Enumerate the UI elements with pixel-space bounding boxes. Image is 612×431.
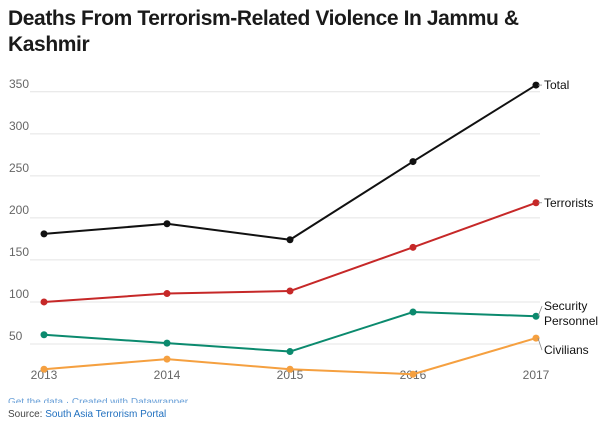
- data-point-total: [532, 81, 540, 89]
- x-tick-label: 2014: [154, 368, 181, 382]
- data-point-total: [40, 230, 48, 238]
- data-point-security-personnel: [409, 308, 417, 316]
- credits-link[interactable]: Get the data · Created with Datawrapper: [8, 398, 188, 403]
- y-tick-label: 200: [9, 203, 29, 217]
- data-point-terrorists: [532, 199, 540, 207]
- x-tick-label: 2013: [31, 368, 58, 382]
- chart-title: Deaths From Terrorism-Related Violence I…: [8, 7, 519, 56]
- y-tick-label: 300: [9, 119, 29, 133]
- x-tick-label: 2015: [277, 368, 304, 382]
- data-point-civilians: [532, 334, 540, 342]
- data-point-terrorists: [40, 298, 48, 306]
- label-connector-security-personnel: [537, 306, 543, 317]
- data-point-security-personnel: [532, 312, 540, 320]
- x-tick-label: 2017: [523, 368, 550, 382]
- data-point-civilians: [163, 355, 171, 363]
- y-tick-label: 50: [9, 329, 23, 343]
- data-point-security-personnel: [286, 348, 294, 356]
- data-point-total: [409, 158, 417, 166]
- source-link[interactable]: South Asia Terrorism Portal: [45, 409, 167, 420]
- series-label-civilians: Civilians: [544, 343, 589, 357]
- data-point-total: [286, 236, 294, 244]
- label-connector-civilians: [537, 337, 543, 351]
- data-point-total: [163, 220, 171, 228]
- data-point-security-personnel: [163, 339, 171, 347]
- data-point-security-personnel: [40, 331, 48, 339]
- y-tick-label: 100: [9, 287, 29, 301]
- series-line-total: [43, 84, 537, 241]
- source-line: Source: South Asia Terrorism Portal: [8, 409, 166, 420]
- data-point-civilians: [286, 365, 294, 373]
- series-label-total: Total: [544, 78, 569, 92]
- y-tick-label: 150: [9, 245, 29, 259]
- data-point-terrorists: [409, 243, 417, 251]
- source-label: Source:: [8, 409, 43, 420]
- series-label-terrorists: Terrorists: [544, 196, 593, 210]
- data-point-civilians: [40, 365, 48, 373]
- data-point-terrorists: [163, 290, 171, 298]
- y-tick-label: 250: [9, 161, 29, 175]
- series-line-security-personnel: [43, 311, 537, 353]
- data-point-civilians: [409, 370, 417, 378]
- data-point-terrorists: [286, 287, 294, 295]
- y-tick-label: 350: [9, 77, 29, 91]
- series-label-security-personnel: Security Personnel: [544, 299, 598, 328]
